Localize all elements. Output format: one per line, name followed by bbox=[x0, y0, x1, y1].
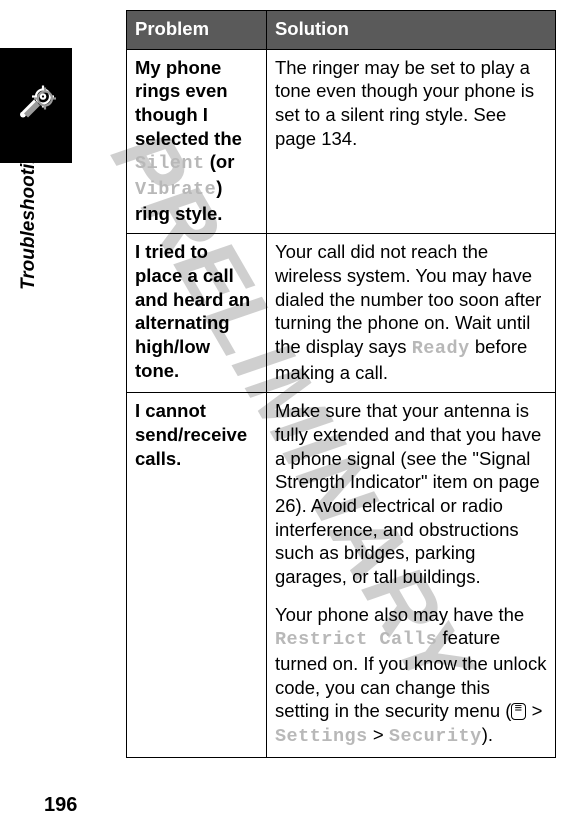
problem-text: I cannot send/receive calls. bbox=[135, 400, 247, 468]
table-row: I tried to place a call and heard an alt… bbox=[127, 234, 556, 393]
menu-key-icon bbox=[511, 703, 526, 720]
col-header-solution: Solution bbox=[266, 11, 555, 50]
solution-text: The ringer may be set to play a tone eve… bbox=[275, 57, 534, 149]
wrench-target-icon bbox=[14, 81, 58, 130]
ui-term-restrict-calls: Restrict Calls bbox=[275, 629, 437, 650]
table-row: My phone rings even though I selected th… bbox=[127, 49, 556, 234]
ui-term-security: Security bbox=[389, 726, 482, 747]
troubleshooting-table: Problem Solution My phone rings even tho… bbox=[126, 10, 556, 758]
problem-text: I tried to place a call and heard an alt… bbox=[135, 241, 250, 380]
ui-term-vibrate: Vibrate bbox=[135, 179, 216, 200]
problem-cell: I cannot send/receive calls. bbox=[127, 393, 267, 757]
table-row: I cannot send/receive calls. Make sure t… bbox=[127, 393, 556, 757]
solution-cell: The ringer may be set to play a tone eve… bbox=[266, 49, 555, 234]
page-number: 196 bbox=[44, 794, 77, 817]
problem-text: My phone rings even though I selected th… bbox=[135, 57, 242, 149]
ui-term-settings: Settings bbox=[275, 726, 368, 747]
col-header-problem: Problem bbox=[127, 11, 267, 50]
solution-text: ). bbox=[482, 724, 493, 745]
solution-cell: Your call did not reach the wireless sys… bbox=[266, 234, 555, 393]
solution-cell: Make sure that your antenna is fully ext… bbox=[266, 393, 555, 757]
solution-text: Your phone also may have the bbox=[275, 604, 524, 625]
problem-cell: My phone rings even though I selected th… bbox=[127, 49, 267, 234]
gt-sep: > bbox=[368, 724, 389, 745]
gt-sep: > bbox=[526, 700, 542, 721]
problem-cell: I tried to place a call and heard an alt… bbox=[127, 234, 267, 393]
section-label: Troubleshooting bbox=[18, 140, 40, 290]
problem-text: (or bbox=[205, 151, 235, 172]
solution-text: Make sure that your antenna is fully ext… bbox=[275, 400, 541, 587]
table-header-row: Problem Solution bbox=[127, 11, 556, 50]
ui-term-ready: Ready bbox=[412, 338, 470, 359]
ui-term-silent: Silent bbox=[135, 153, 205, 174]
